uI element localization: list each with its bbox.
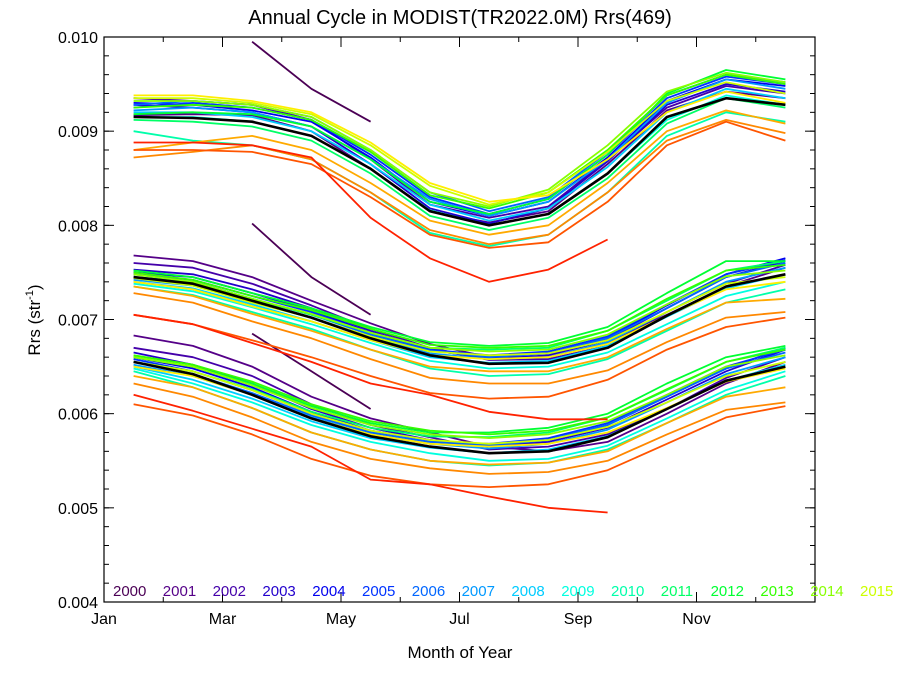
y-tick-label: 0.010 [58, 30, 98, 47]
legend-label-2010: 2010 [611, 583, 644, 600]
legend-label-2008: 2008 [511, 583, 544, 600]
series-line-extra-17-band-1 [133, 109, 786, 236]
x-tick-label: Jan [91, 611, 117, 628]
x-tick-label: May [326, 611, 356, 628]
legend-label-2014: 2014 [810, 583, 843, 600]
series-line-2000-band-1 [251, 40, 372, 123]
series-line-2009-band-3 [133, 367, 786, 462]
series-line-extra-17-band-2 [133, 285, 786, 373]
series-line-extra-19-band-1 [133, 120, 786, 249]
y-tick-label: 0.007 [58, 313, 98, 330]
y-tick-label: 0.009 [58, 124, 98, 141]
x-tick-label: Nov [682, 611, 710, 628]
series-line-2015-band-1 [133, 81, 786, 206]
series-line-extra-19-band-3 [133, 403, 786, 488]
series-line-2006-band-2 [133, 262, 786, 359]
series-line-extra-18-band-2 [133, 292, 786, 385]
legend-label-2003: 2003 [262, 583, 295, 600]
y-tick-label: 0.008 [58, 218, 98, 235]
series-line-2014-band-1 [133, 71, 786, 208]
series-line-2015-band-3 [133, 361, 786, 445]
plot-frame [103, 36, 816, 603]
y-tick-label: 0.004 [58, 595, 98, 612]
series-line-2010-band-1 [133, 111, 786, 247]
series-line-2013-band-2 [133, 264, 786, 349]
series-line-extra-21-band-3 [133, 360, 786, 455]
legend-label-2012: 2012 [711, 583, 744, 600]
series-line-extra-19-band-2 [133, 313, 786, 400]
series-line-extra-16-band-1 [133, 90, 786, 203]
series-line-extra-17-band-3 [133, 375, 786, 466]
legend-label-2009: 2009 [561, 583, 594, 600]
legend-label-2006: 2006 [412, 583, 445, 600]
legend-label-2013: 2013 [760, 583, 793, 600]
legend-label-2001: 2001 [163, 583, 196, 600]
legend-label-2005: 2005 [362, 583, 395, 600]
axis-ticks [103, 36, 816, 603]
series-line-2013-band-1 [133, 73, 786, 210]
x-tick-labels: Jan Mar May Jul Sep Nov [91, 611, 711, 628]
legend-label-2007: 2007 [462, 583, 495, 600]
x-tick-label: Mar [209, 611, 237, 628]
series-line-2013-band-3 [133, 348, 786, 436]
series-line-extra-20-band-1 [133, 141, 609, 283]
series-line-2001-band-3 [133, 334, 786, 453]
series-line-extra-18-band-3 [133, 382, 786, 475]
series-line-2010-band-2 [133, 285, 786, 377]
series-line-2011-band-1 [133, 97, 786, 231]
series-line-extra-20-band-2 [133, 313, 608, 421]
y-axis-title-main: Rrs (str [25, 300, 44, 356]
legend-label-2004: 2004 [312, 583, 345, 600]
series-line-2009-band-2 [133, 280, 786, 370]
legend-label-2002: 2002 [213, 583, 246, 600]
y-tick-labels: 0.004 0.005 0.006 0.007 0.008 0.009 0.010 [58, 30, 98, 612]
series-line-2012-band-1 [133, 69, 786, 215]
series-line-2012-band-2 [133, 260, 786, 347]
series-line-2000-band-2 [251, 222, 372, 316]
y-axis-title-superscript: -1 [24, 290, 36, 300]
series-line-2015-band-2 [133, 276, 786, 357]
series-line-extra-21-band-1 [133, 96, 786, 227]
y-tick-label: 0.005 [58, 501, 98, 518]
series-line-extra-18-band-1 [133, 119, 786, 246]
x-axis-title: Month of Year [408, 643, 513, 662]
legend: 2000 2001 2002 2003 2004 2005 2006 2007 2008 2009… [113, 583, 893, 600]
y-axis-title-close: ) [25, 284, 44, 290]
series-line-2004-band-3 [133, 346, 786, 447]
plot-lines [133, 40, 786, 514]
x-tick-label: Sep [564, 611, 593, 628]
series-line-extra-20-band-3 [133, 393, 608, 514]
legend-label-2011: 2011 [661, 583, 693, 600]
y-axis-title: Rrs (str-1) [24, 284, 44, 355]
x-tick-label: Jul [449, 611, 469, 628]
legend-label-2015: 2015 [860, 583, 893, 600]
chart-title: Annual Cycle in MODIST(TR2022.0M) Rrs(46… [248, 7, 671, 29]
series-line-extra-21-band-2 [133, 273, 786, 366]
series-line-2014-band-2 [133, 269, 786, 353]
y-tick-label: 0.006 [58, 407, 98, 424]
legend-label-2000: 2000 [113, 583, 146, 600]
series-line-2014-band-3 [133, 354, 786, 439]
series-line-2006-band-3 [133, 351, 786, 447]
